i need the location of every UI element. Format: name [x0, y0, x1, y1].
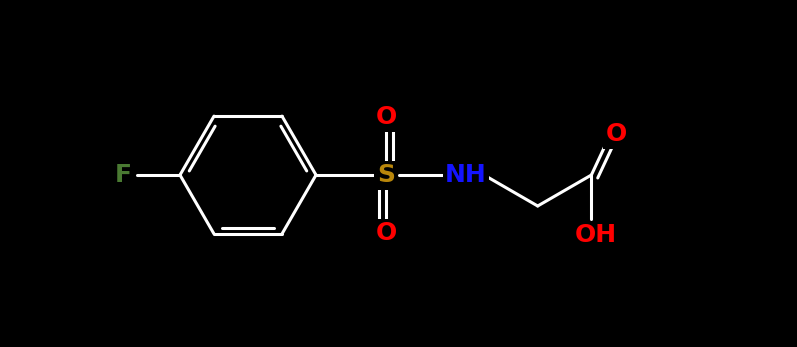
Text: O: O [375, 105, 397, 129]
Text: O: O [605, 122, 626, 146]
Text: O: O [375, 221, 397, 245]
Text: NH: NH [446, 163, 487, 187]
Text: F: F [115, 163, 132, 187]
Text: S: S [377, 163, 395, 187]
Text: OH: OH [575, 223, 616, 247]
